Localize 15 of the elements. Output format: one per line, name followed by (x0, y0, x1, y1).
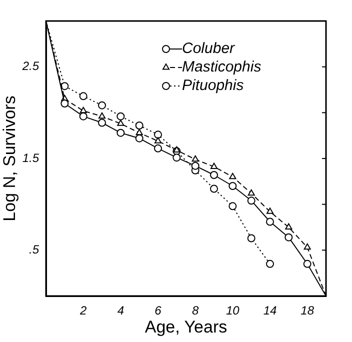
x-tick-label: 6 (154, 304, 162, 318)
legend-label: Coluber (182, 40, 236, 58)
y-tick-label: 1.5 (22, 150, 40, 165)
legend-label: Pituophis (182, 77, 244, 94)
x-tick-label: 4 (117, 304, 124, 318)
legend-label: Masticophis (182, 58, 262, 76)
x-tick-label: 14 (263, 304, 277, 318)
x-tick-label: 8 (192, 304, 199, 318)
y-axis-title: Log N, Survivors (0, 96, 19, 222)
x-axis-title: Age, Years (144, 317, 228, 336)
y-tick-label: .5 (28, 242, 40, 257)
x-tick-label: 10 (226, 304, 240, 318)
x-tick-label: 2 (78, 304, 87, 318)
x-tick-label: 18 (300, 304, 314, 318)
y-tick-label: 2.5 (21, 59, 40, 74)
